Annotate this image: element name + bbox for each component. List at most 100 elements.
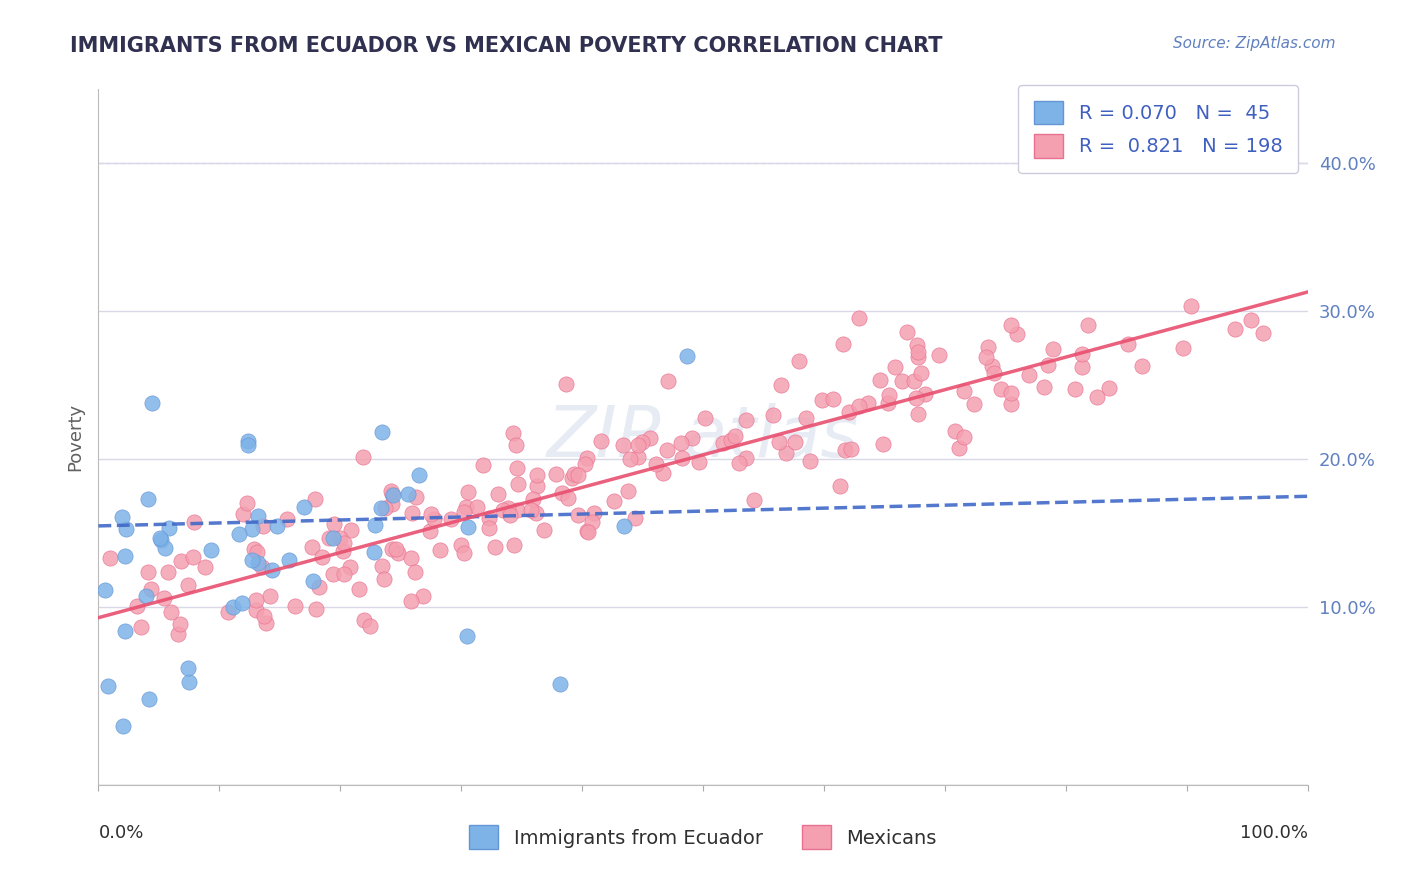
Point	[948, 441, 970, 455]
Point	[385, 542, 408, 557]
Point	[877, 396, 900, 410]
Point	[242, 522, 264, 536]
Point	[404, 566, 426, 580]
Point	[1251, 326, 1274, 341]
Point	[170, 554, 193, 568]
Point	[907, 350, 929, 364]
Point	[657, 375, 679, 389]
Point	[498, 508, 520, 523]
Text: 100.0%: 100.0%	[1240, 824, 1308, 842]
Point	[830, 478, 852, 492]
Point	[734, 451, 756, 466]
Point	[236, 496, 259, 510]
Point	[352, 450, 374, 465]
Point	[97, 679, 120, 693]
Point	[1171, 342, 1194, 356]
Point	[488, 486, 510, 500]
Point	[135, 589, 157, 603]
Point	[1098, 381, 1121, 395]
Point	[775, 446, 797, 460]
Point	[567, 508, 589, 523]
Point	[284, 599, 307, 613]
Point	[1085, 390, 1108, 404]
Point	[953, 384, 976, 398]
Point	[456, 629, 478, 643]
Point	[890, 374, 912, 388]
Point	[839, 442, 862, 456]
Point	[877, 388, 900, 402]
Point	[943, 424, 966, 438]
Point	[735, 412, 758, 426]
Point	[681, 431, 703, 445]
Point	[1064, 382, 1087, 396]
Point	[1005, 327, 1028, 342]
Point	[506, 461, 529, 475]
Point	[544, 467, 567, 482]
Point	[848, 399, 870, 413]
Text: Source: ZipAtlas.com: Source: ZipAtlas.com	[1173, 36, 1336, 51]
Point	[1071, 347, 1094, 361]
Point	[159, 605, 181, 619]
Point	[905, 338, 928, 352]
Point	[396, 487, 419, 501]
Point	[318, 531, 340, 545]
Point	[581, 515, 603, 529]
Point	[246, 509, 269, 524]
Point	[200, 542, 222, 557]
Point	[974, 350, 997, 364]
Point	[907, 345, 929, 359]
Point	[292, 500, 315, 515]
Point	[322, 532, 344, 546]
Point	[371, 559, 394, 574]
Point	[693, 411, 716, 425]
Point	[631, 435, 654, 450]
Point	[129, 620, 152, 634]
Point	[582, 507, 605, 521]
Point	[111, 509, 134, 524]
Point	[638, 431, 661, 445]
Point	[112, 719, 135, 733]
Point	[799, 453, 821, 467]
Point	[387, 546, 409, 560]
Point	[962, 396, 984, 410]
Point	[1240, 313, 1263, 327]
Point	[440, 511, 463, 525]
Point	[94, 583, 117, 598]
Point	[243, 541, 266, 556]
Point	[381, 488, 404, 502]
Point	[157, 521, 180, 535]
Point	[228, 527, 250, 541]
Point	[645, 457, 668, 471]
Point	[671, 450, 693, 465]
Point	[724, 428, 747, 442]
Point	[574, 457, 596, 471]
Point	[381, 497, 404, 511]
Point	[576, 450, 599, 465]
Point	[742, 493, 765, 508]
Point	[322, 566, 344, 581]
Point	[181, 549, 204, 564]
Point	[675, 349, 697, 363]
Point	[884, 359, 907, 374]
Point	[254, 616, 277, 631]
Point	[278, 553, 301, 567]
Point	[506, 503, 529, 517]
Point	[1223, 322, 1246, 336]
Point	[1000, 397, 1022, 411]
Point	[167, 626, 190, 640]
Point	[688, 455, 710, 469]
Point	[832, 336, 855, 351]
Point	[561, 470, 583, 484]
Point	[259, 590, 281, 604]
Point	[619, 452, 641, 467]
Point	[548, 677, 571, 691]
Point	[399, 593, 422, 607]
Point	[139, 582, 162, 596]
Point	[770, 378, 793, 392]
Point	[669, 435, 692, 450]
Point	[412, 589, 434, 603]
Point	[508, 477, 530, 491]
Point	[1077, 318, 1099, 333]
Point	[240, 552, 263, 566]
Point	[1018, 368, 1040, 383]
